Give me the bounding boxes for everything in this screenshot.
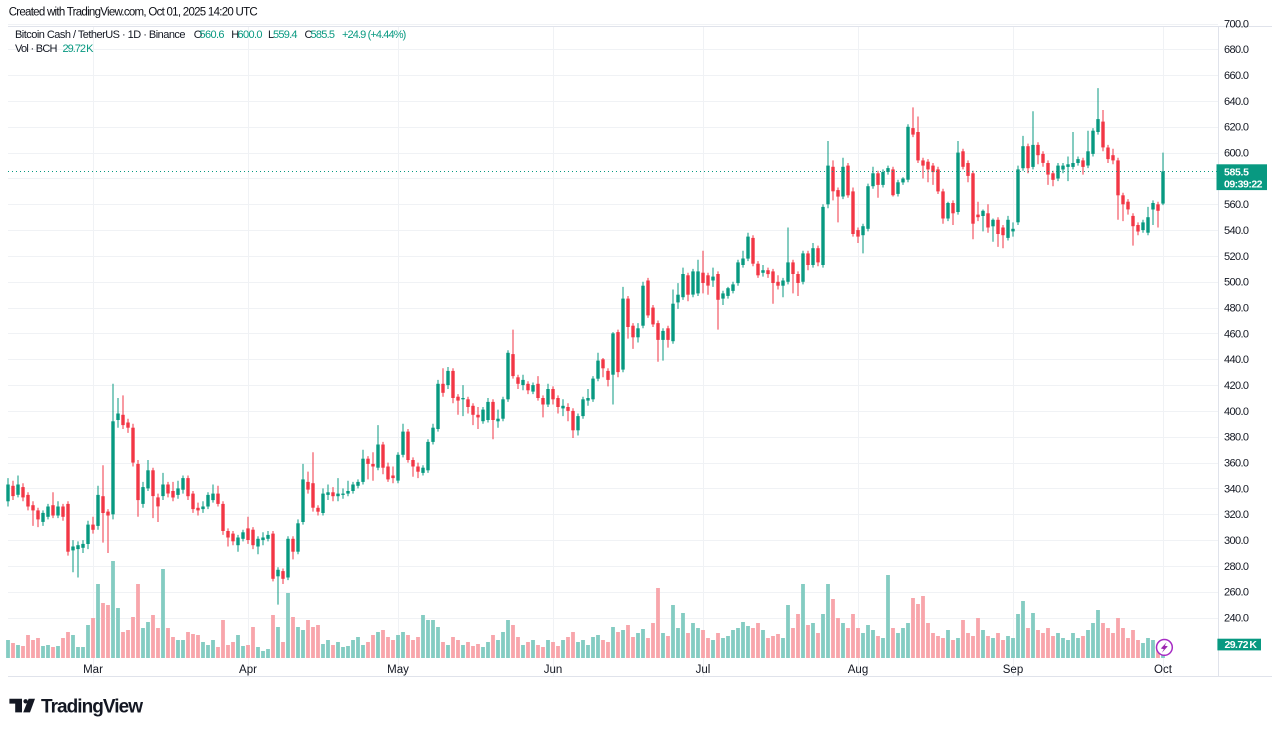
svg-text:420.0: 420.0 xyxy=(1224,380,1249,392)
svg-text:400.0: 400.0 xyxy=(1224,406,1249,418)
svg-text:660.0: 660.0 xyxy=(1224,70,1249,82)
svg-text:Apr: Apr xyxy=(239,664,257,676)
svg-text:240.0: 240.0 xyxy=(1224,612,1249,624)
svg-text:260.0: 260.0 xyxy=(1224,587,1249,599)
svg-text:Sep: Sep xyxy=(1003,664,1023,676)
svg-text:520.0: 520.0 xyxy=(1224,251,1249,263)
svg-text:585.5: 585.5 xyxy=(1224,167,1249,179)
svg-text:Bitcoin Cash / TetherUS · 1D ·: Bitcoin Cash / TetherUS · 1D · Binance xyxy=(15,29,186,41)
svg-text:Created with TradingView.com,: Created with TradingView.com, Oct 01, 20… xyxy=(9,6,258,18)
svg-text:585.5: 585.5 xyxy=(311,29,336,41)
svg-text:280.0: 280.0 xyxy=(1224,561,1249,573)
svg-text:29.72 K: 29.72 K xyxy=(63,43,95,55)
svg-text:500.0: 500.0 xyxy=(1224,277,1249,289)
svg-text:Aug: Aug xyxy=(848,664,868,676)
svg-text:C: C xyxy=(305,29,313,41)
svg-text:TradingView: TradingView xyxy=(41,696,143,717)
svg-text:480.0: 480.0 xyxy=(1224,303,1249,315)
svg-text:600.0: 600.0 xyxy=(238,29,263,41)
svg-text:640.0: 640.0 xyxy=(1224,96,1249,108)
svg-text:560.0: 560.0 xyxy=(1224,199,1249,211)
svg-text:380.0: 380.0 xyxy=(1224,432,1249,444)
svg-text:29.72 K: 29.72 K xyxy=(1225,639,1258,651)
svg-text:600.0: 600.0 xyxy=(1224,148,1249,160)
svg-text:700.0: 700.0 xyxy=(1224,18,1249,30)
svg-text:Oct: Oct xyxy=(1154,664,1173,676)
svg-text:Jul: Jul xyxy=(696,664,711,676)
svg-text:680.0: 680.0 xyxy=(1224,44,1249,56)
svg-text:620.0: 620.0 xyxy=(1224,122,1249,134)
svg-text:559.4: 559.4 xyxy=(273,29,298,41)
svg-text:460.0: 460.0 xyxy=(1224,328,1249,340)
svg-text:340.0: 340.0 xyxy=(1224,483,1249,495)
svg-text:540.0: 540.0 xyxy=(1224,225,1249,237)
svg-text:L: L xyxy=(268,29,274,41)
svg-text:H: H xyxy=(231,29,239,41)
svg-text:300.0: 300.0 xyxy=(1224,535,1249,547)
svg-text:360.0: 360.0 xyxy=(1224,458,1249,470)
svg-text:560.6: 560.6 xyxy=(200,29,225,41)
svg-text:440.0: 440.0 xyxy=(1224,354,1249,366)
svg-text:May: May xyxy=(387,664,409,676)
svg-text:O: O xyxy=(194,29,203,41)
svg-text:09:39:22: 09:39:22 xyxy=(1224,179,1263,191)
svg-text:Jun: Jun xyxy=(544,664,563,676)
svg-text:Mar: Mar xyxy=(83,664,103,676)
svg-text:320.0: 320.0 xyxy=(1224,509,1249,521)
svg-text:Vol · BCH: Vol · BCH xyxy=(15,43,58,55)
svg-text:+24.9 (+4.44%): +24.9 (+4.44%) xyxy=(342,29,406,41)
